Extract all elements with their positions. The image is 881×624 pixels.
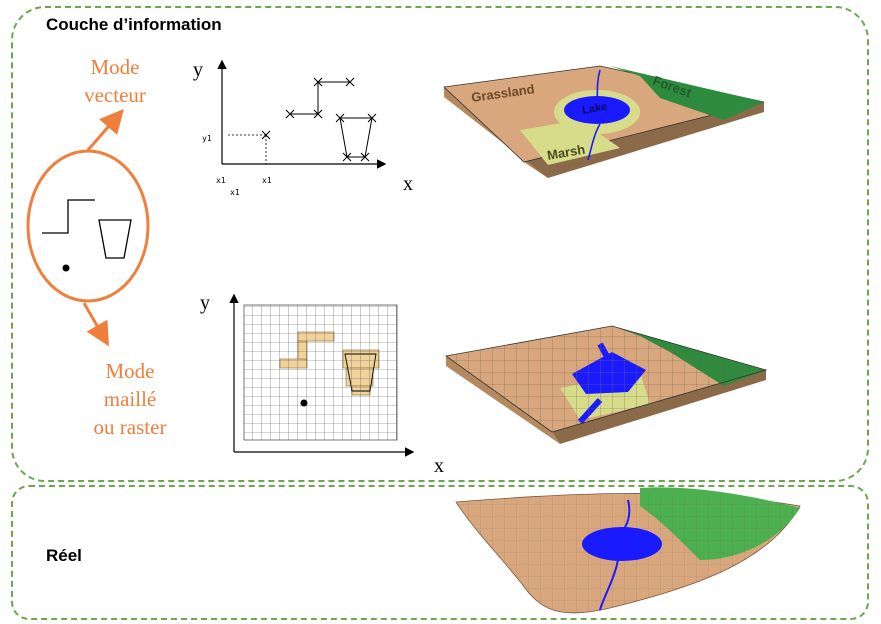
- real-terrain-surface: [455, 487, 801, 614]
- vector-x1-tick-b: x1: [230, 188, 240, 197]
- real-world-frame: [11, 485, 869, 620]
- lake-label: Lake: [581, 101, 608, 117]
- vector-y-axis-label: y: [193, 59, 203, 81]
- vector-3d-map: Grassland Forest Lake Marsh: [443, 65, 765, 178]
- vector-y1-tick: y1: [202, 134, 212, 143]
- raster-mode-line-2: maillé: [103, 387, 157, 411]
- real-world-ellipse: [26, 149, 150, 303]
- raster-mode-line-3: ou raster: [93, 415, 167, 439]
- information-layer-frame: [11, 6, 869, 482]
- information-layer-title: Couche d’information: [46, 15, 222, 34]
- raster-3d-map: [444, 325, 768, 444]
- raster-mode-label: Mode maillé ou raster: [60, 357, 200, 441]
- vector-x1-tick-c: x1: [262, 176, 272, 185]
- marsh-label: Marsh: [546, 142, 586, 163]
- vector-x-axis-label: x: [403, 173, 413, 195]
- raster-plot: y x: [200, 292, 444, 477]
- vector-x1-tick-a: x1: [216, 176, 226, 185]
- vector-plot: y x y1 x1 x1 x1: [193, 59, 413, 197]
- arrow-to-vector: [86, 108, 124, 151]
- raster-x-axis-label: x: [434, 455, 444, 477]
- vector-mode-line-1: Mode: [90, 55, 140, 79]
- raster-y-axis-label: y: [200, 292, 210, 314]
- real-world-title: Réel: [46, 546, 82, 565]
- arrow-to-raster: [82, 302, 109, 347]
- vector-mode-label: Mode vecteur: [60, 53, 170, 109]
- raster-mode-line-1: Mode: [105, 359, 155, 383]
- vector-mode-line-2: vecteur: [84, 83, 146, 107]
